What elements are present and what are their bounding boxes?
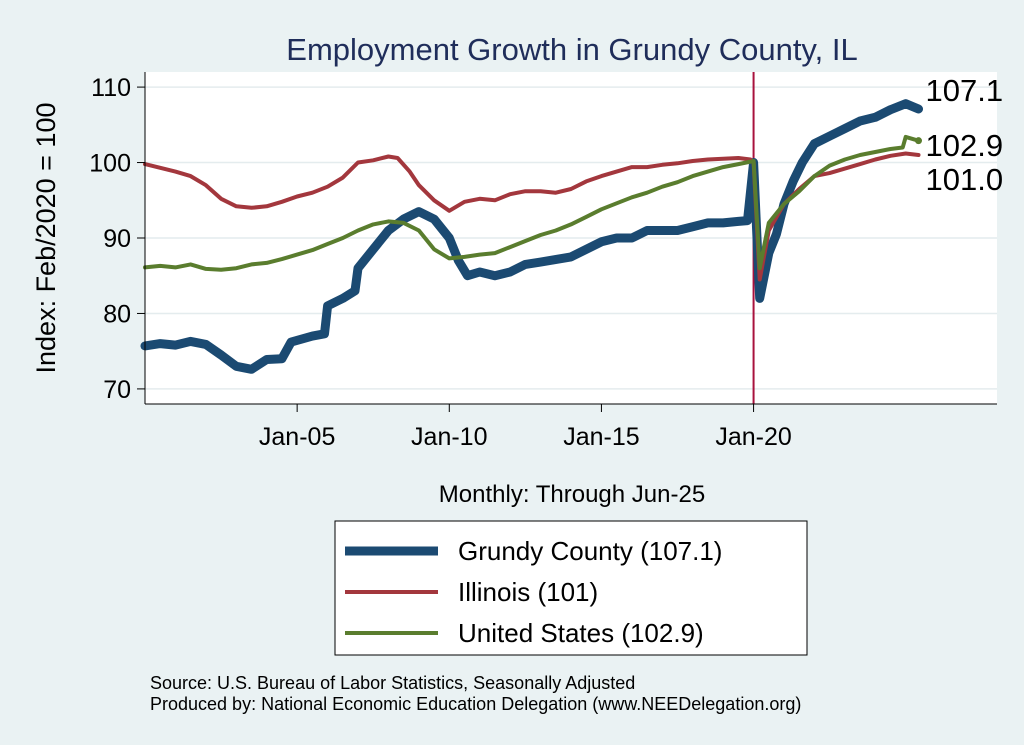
produced-by-note: Produced by: National Economic Education… xyxy=(150,694,801,714)
end-label-united-states: 102.9 xyxy=(925,128,1003,163)
y-ticks: 70 80 90 100 110 xyxy=(89,74,145,404)
end-label-illinois: 101.0 xyxy=(925,162,1003,197)
y-axis-label: Index: Feb/2020 = 100 xyxy=(31,103,61,374)
series-line-grundy-county xyxy=(140,99,923,374)
y-tick-label-70: 70 xyxy=(103,376,131,404)
chart-title: Employment Growth in Grundy County, IL xyxy=(286,32,857,67)
x-ticks: Jan-05 Jan-10 Jan-15 Jan-20 xyxy=(259,404,792,451)
legend: Grundy County (107.1) Illinois (101) Uni… xyxy=(334,520,808,656)
x-tick-label-jan-20: Jan-20 xyxy=(715,423,791,451)
end-marker-united-states xyxy=(914,137,922,145)
legend-label-grundy: Grundy County (107.1) xyxy=(458,536,722,566)
y-tick-label-90: 90 xyxy=(103,225,131,253)
end-label-grundy-county: 107.1 xyxy=(925,73,1003,108)
x-tick-label-jan-15: Jan-15 xyxy=(563,423,639,451)
y-tick-label-100: 100 xyxy=(89,150,131,178)
x-tick-label-jan-05: Jan-05 xyxy=(259,423,335,451)
legend-label-us: United States (102.9) xyxy=(458,618,704,648)
y-tick-label-110: 110 xyxy=(91,74,131,102)
source-note: Source: U.S. Bureau of Labor Statistics,… xyxy=(150,673,635,693)
y-tick-label-80: 80 xyxy=(103,300,131,328)
series-lines xyxy=(140,99,923,374)
gridlines xyxy=(145,86,997,390)
legend-label-illinois: Illinois (101) xyxy=(458,577,598,607)
series-line-united-states xyxy=(143,134,921,272)
x-tick-label-jan-10: Jan-10 xyxy=(411,423,487,451)
x-axis-label: Monthly: Through Jun-25 xyxy=(439,481,705,508)
